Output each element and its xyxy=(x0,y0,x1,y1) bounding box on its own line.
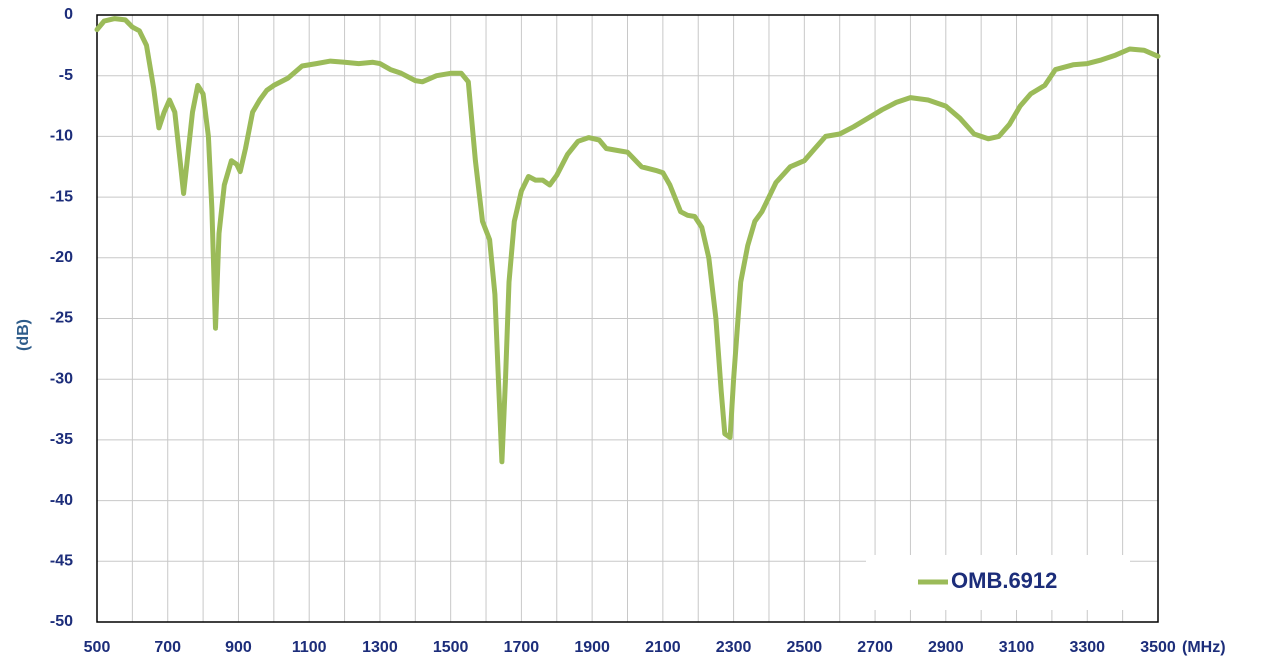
y-tick-label: -5 xyxy=(59,67,73,84)
y-tick-label: -45 xyxy=(50,553,73,570)
x-tick-label: 3100 xyxy=(999,639,1035,656)
data-line xyxy=(94,16,1161,465)
y-tick-label: -15 xyxy=(50,188,73,205)
x-tick-label: 3500 xyxy=(1140,639,1176,656)
y-tick-label: -30 xyxy=(50,370,73,387)
legend-box xyxy=(866,555,1130,610)
y-axis-label: (dB) xyxy=(15,319,32,351)
x-tick-label: 2300 xyxy=(716,639,752,656)
x-tick-label: 1700 xyxy=(504,639,540,656)
x-tick-label: 3300 xyxy=(1069,639,1105,656)
y-tick-label: -40 xyxy=(50,492,73,509)
y-tick-label: -50 xyxy=(50,613,73,630)
legend-label: OMB.6912 xyxy=(951,568,1057,593)
x-tick-label: 500 xyxy=(84,639,111,656)
x-tick-label: 1900 xyxy=(574,639,610,656)
x-tick-label: 900 xyxy=(225,639,252,656)
x-tick-label: 2100 xyxy=(645,639,681,656)
y-tick-label: 0 xyxy=(64,6,73,23)
y-tick-label: -20 xyxy=(50,249,73,266)
x-tick-label: 1500 xyxy=(433,639,469,656)
x-tick-label: 1100 xyxy=(292,639,327,656)
x-axis-label: (MHz) xyxy=(1182,639,1226,656)
x-tick-label: 2900 xyxy=(928,639,964,656)
plot-frame xyxy=(96,14,1159,623)
x-tick-label: 700 xyxy=(154,639,181,656)
x-tick-label: 2700 xyxy=(857,639,893,656)
x-tick-label: 2500 xyxy=(787,639,823,656)
y-tick-label: -35 xyxy=(50,431,73,448)
y-tick-label: -10 xyxy=(50,128,73,145)
y-tick-label: -25 xyxy=(50,310,73,327)
x-tick-label: 1300 xyxy=(362,639,398,656)
